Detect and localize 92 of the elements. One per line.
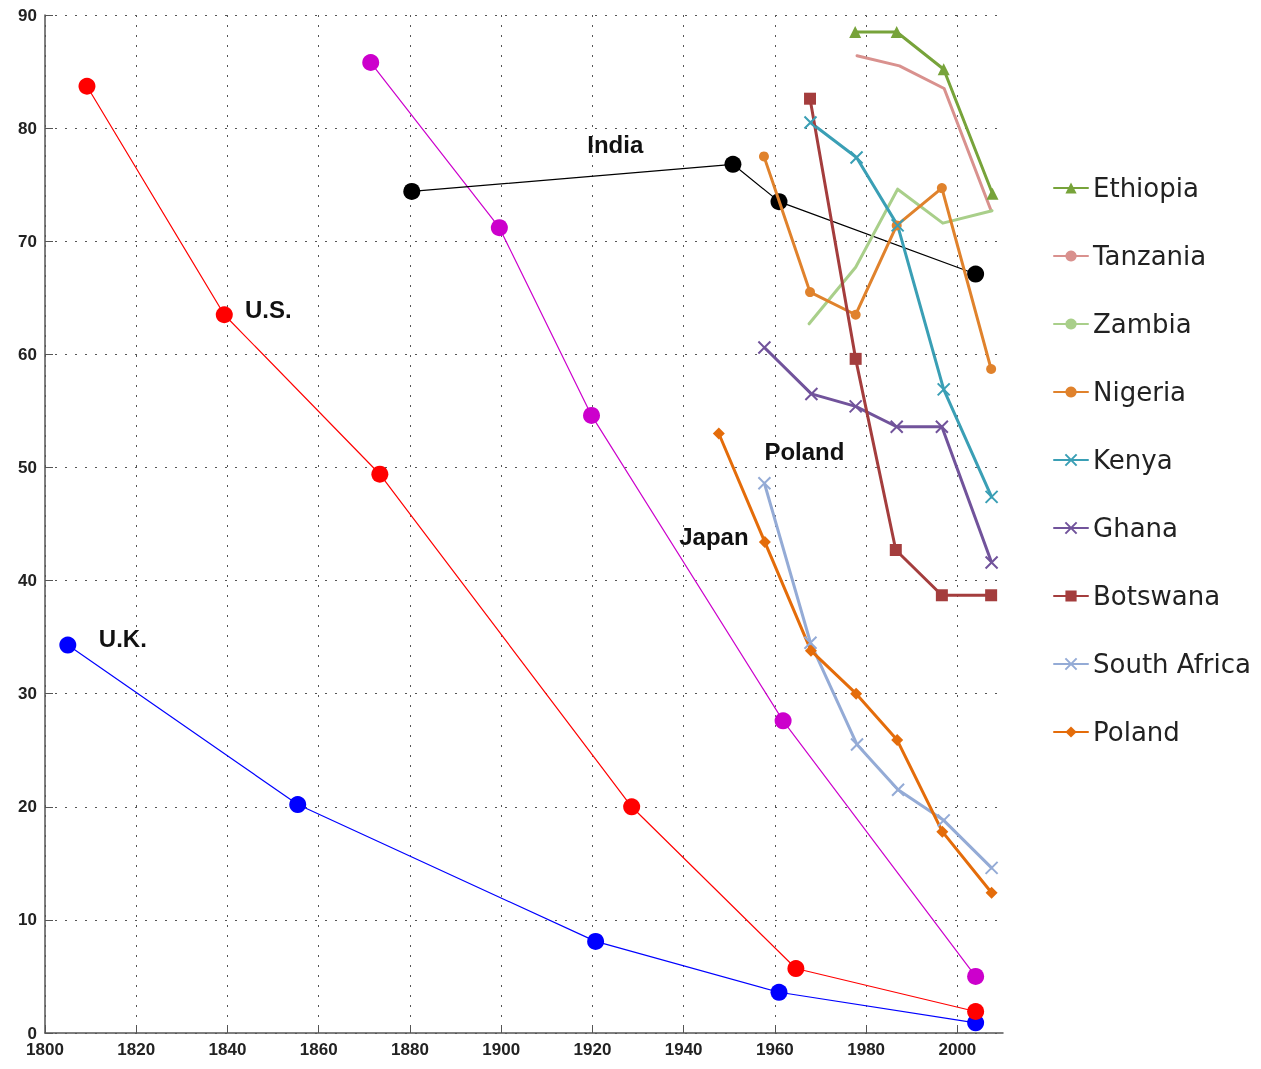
point	[936, 183, 947, 194]
point	[935, 589, 948, 602]
point	[984, 555, 999, 570]
line-series	[807, 187, 994, 326]
point	[724, 155, 742, 173]
point	[758, 536, 771, 549]
point	[967, 967, 985, 985]
y-tick-label: 30	[18, 684, 37, 704]
point	[215, 306, 233, 324]
point	[490, 219, 508, 237]
point	[891, 734, 904, 747]
annotation: India	[587, 130, 644, 158]
point	[937, 63, 950, 76]
point	[583, 406, 601, 424]
line-series	[855, 54, 993, 213]
point	[774, 712, 792, 730]
point	[804, 92, 817, 105]
x-tick-label: 1920	[573, 1040, 612, 1059]
y-tick-label: 0	[27, 1023, 37, 1043]
y-tick-label: 40	[18, 571, 37, 591]
x-tick-label: 1820	[117, 1040, 156, 1059]
point	[59, 636, 77, 654]
point	[289, 796, 307, 814]
point	[984, 489, 999, 504]
point	[770, 983, 788, 1001]
point	[371, 465, 389, 483]
point	[936, 825, 949, 838]
point	[889, 419, 904, 434]
legend-label: Botswana	[1093, 581, 1221, 611]
point	[890, 25, 903, 38]
point	[936, 382, 951, 397]
point	[850, 737, 865, 752]
y-tick-label: 10	[18, 910, 37, 930]
point	[804, 386, 819, 401]
point	[403, 182, 421, 200]
y-tick-label: 50	[18, 457, 37, 477]
x-tick-label: 1940	[664, 1040, 703, 1059]
point	[850, 687, 863, 700]
point	[848, 399, 863, 414]
point	[804, 644, 817, 657]
x-tick-label: 1880	[391, 1040, 429, 1059]
legend-label: Ethiopia	[1093, 173, 1199, 203]
point	[967, 1003, 985, 1020]
point	[849, 150, 864, 165]
point	[891, 782, 906, 797]
point	[362, 54, 380, 71]
point	[986, 364, 997, 375]
y-tick-label: 60	[18, 344, 37, 364]
legend-label: South Africa	[1093, 649, 1251, 679]
point	[849, 25, 862, 38]
x-tick-label: 2000	[938, 1040, 977, 1059]
point	[986, 187, 999, 200]
annotation: Poland	[764, 437, 845, 465]
x-tick-label: 1840	[208, 1040, 247, 1059]
x-tick-label: 1800	[26, 1040, 64, 1059]
point	[849, 352, 862, 365]
point	[758, 151, 769, 162]
point	[985, 589, 998, 602]
x-tick-label: 1860	[299, 1040, 338, 1059]
point	[805, 287, 816, 298]
annotation: U.K.	[98, 624, 147, 652]
legend-label: Nigeria	[1093, 377, 1187, 407]
point	[757, 476, 772, 491]
point	[623, 798, 641, 816]
y-tick-label: 80	[18, 118, 37, 138]
point	[787, 960, 805, 978]
point	[803, 635, 818, 650]
legend-label: Zambia	[1093, 309, 1192, 339]
point	[757, 340, 772, 355]
point	[850, 309, 861, 320]
y-tick-label: 20	[18, 797, 37, 817]
point	[936, 813, 951, 828]
x-tick-label: 1980	[847, 1040, 886, 1059]
point	[889, 544, 902, 557]
point	[712, 427, 725, 440]
annotation: Japan	[679, 522, 749, 550]
x-tick-label: 1960	[755, 1040, 794, 1059]
legend-label: Poland	[1093, 717, 1180, 747]
legend-label: Tanzania	[1092, 241, 1207, 271]
point	[967, 265, 985, 283]
point	[934, 419, 949, 434]
y-tick-label: 90	[18, 5, 37, 25]
legend-label: Kenya	[1093, 445, 1173, 475]
legend-label: Ghana	[1093, 513, 1178, 543]
point	[587, 932, 605, 950]
point	[985, 886, 998, 899]
x-tick-label: 1900	[482, 1040, 521, 1059]
point	[984, 860, 999, 875]
y-tick-label: 70	[18, 231, 37, 251]
point	[78, 77, 96, 95]
point	[803, 115, 818, 130]
annotation: U.S.	[244, 296, 292, 324]
